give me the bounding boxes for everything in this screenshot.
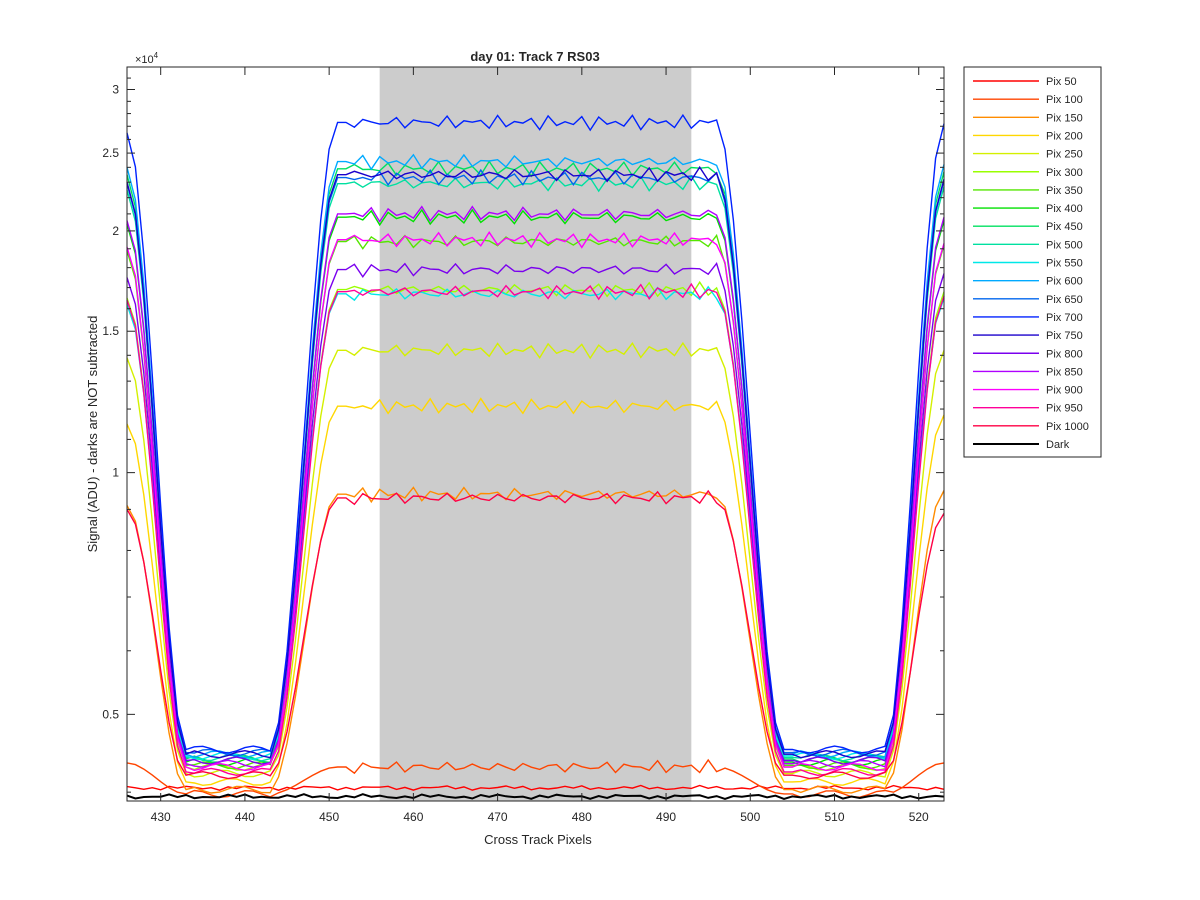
x-tick-label: 480 [572, 810, 592, 824]
legend-label: Pix 700 [1046, 312, 1083, 324]
x-tick-label: 440 [235, 810, 255, 824]
series-line-pix-900 [126, 231, 945, 772]
chart-title: day 01: Track 7 RS03 [470, 49, 599, 64]
series-line-dark [126, 793, 945, 800]
legend-label: Pix 900 [1046, 385, 1083, 397]
series-line-pix-150 [126, 486, 945, 794]
y-tick-label: 2.5 [102, 146, 119, 160]
axes-box [126, 66, 945, 802]
legend-label: Pix 300 [1046, 167, 1083, 179]
legend-label: Pix 350 [1046, 185, 1083, 197]
series-line-pix-800 [126, 262, 945, 765]
legend-label: Pix 50 [1046, 76, 1077, 88]
legend: Pix 50 Pix 100 Pix 150 Pix 200 Pix 250 Pix 30… [963, 66, 1102, 458]
legend-label: Pix 800 [1046, 348, 1083, 360]
x-axis-label: Cross Track Pixels [484, 832, 592, 847]
legend-label: Pix 850 [1046, 366, 1083, 378]
legend-label: Pix 750 [1046, 330, 1083, 342]
y-exponent-power: 4 [154, 51, 159, 60]
x-tick-label: 430 [151, 810, 171, 824]
legend-label: Pix 450 [1046, 221, 1083, 233]
x-tick-label: 450 [319, 810, 339, 824]
y-tick-label: 1 [112, 466, 119, 480]
legend-label: Pix 250 [1046, 149, 1083, 161]
x-tick-label: 510 [824, 810, 844, 824]
legend-label: Pix 200 [1046, 130, 1083, 142]
series-line-pix-200 [126, 397, 945, 787]
series-lines [126, 113, 945, 800]
y-tick-label: 3 [112, 83, 119, 97]
legend-label: Pix 150 [1046, 112, 1083, 124]
y-tick-label: 0.5 [102, 707, 119, 721]
y-tick-label: 2 [112, 224, 119, 238]
legend-label: Pix 600 [1046, 276, 1083, 288]
series-line-pix-950 [126, 282, 945, 777]
legend-label: Pix 950 [1046, 403, 1083, 415]
series-line-pix-700 [126, 113, 945, 754]
legend-label: Pix 100 [1046, 94, 1083, 106]
x-tick-label: 490 [656, 810, 676, 824]
y-exponent-label: ×104 [135, 51, 159, 66]
y-axis-ticks: 0.5 1 1.5 2 2.5 3 [102, 66, 944, 793]
shaded-region [379, 67, 692, 801]
legend-label: Dark [1046, 439, 1070, 451]
legend-label: Pix 550 [1046, 258, 1083, 270]
x-tick-label: 460 [403, 810, 423, 824]
x-tick-label: 500 [740, 810, 760, 824]
x-axis-ticks: 430 440 450 460 470 480 490 500 510 520 [151, 67, 929, 824]
series-line-pix-500 [126, 174, 945, 762]
y-tick-label: 1.5 [102, 324, 119, 338]
series-line-pix-750 [126, 165, 945, 759]
legend-label: Pix 500 [1046, 239, 1083, 251]
series-line-pix-650 [126, 168, 945, 757]
y-axis-label: Signal (ADU) - darks are NOT subtracted [85, 316, 100, 553]
legend-label: Pix 400 [1046, 203, 1083, 215]
series-line-pix-1000 [126, 489, 945, 780]
x-tick-label: 470 [488, 810, 508, 824]
legend-label: Pix 1000 [1046, 421, 1089, 433]
legend-label: Pix 650 [1046, 294, 1083, 306]
x-tick-label: 520 [909, 810, 929, 824]
